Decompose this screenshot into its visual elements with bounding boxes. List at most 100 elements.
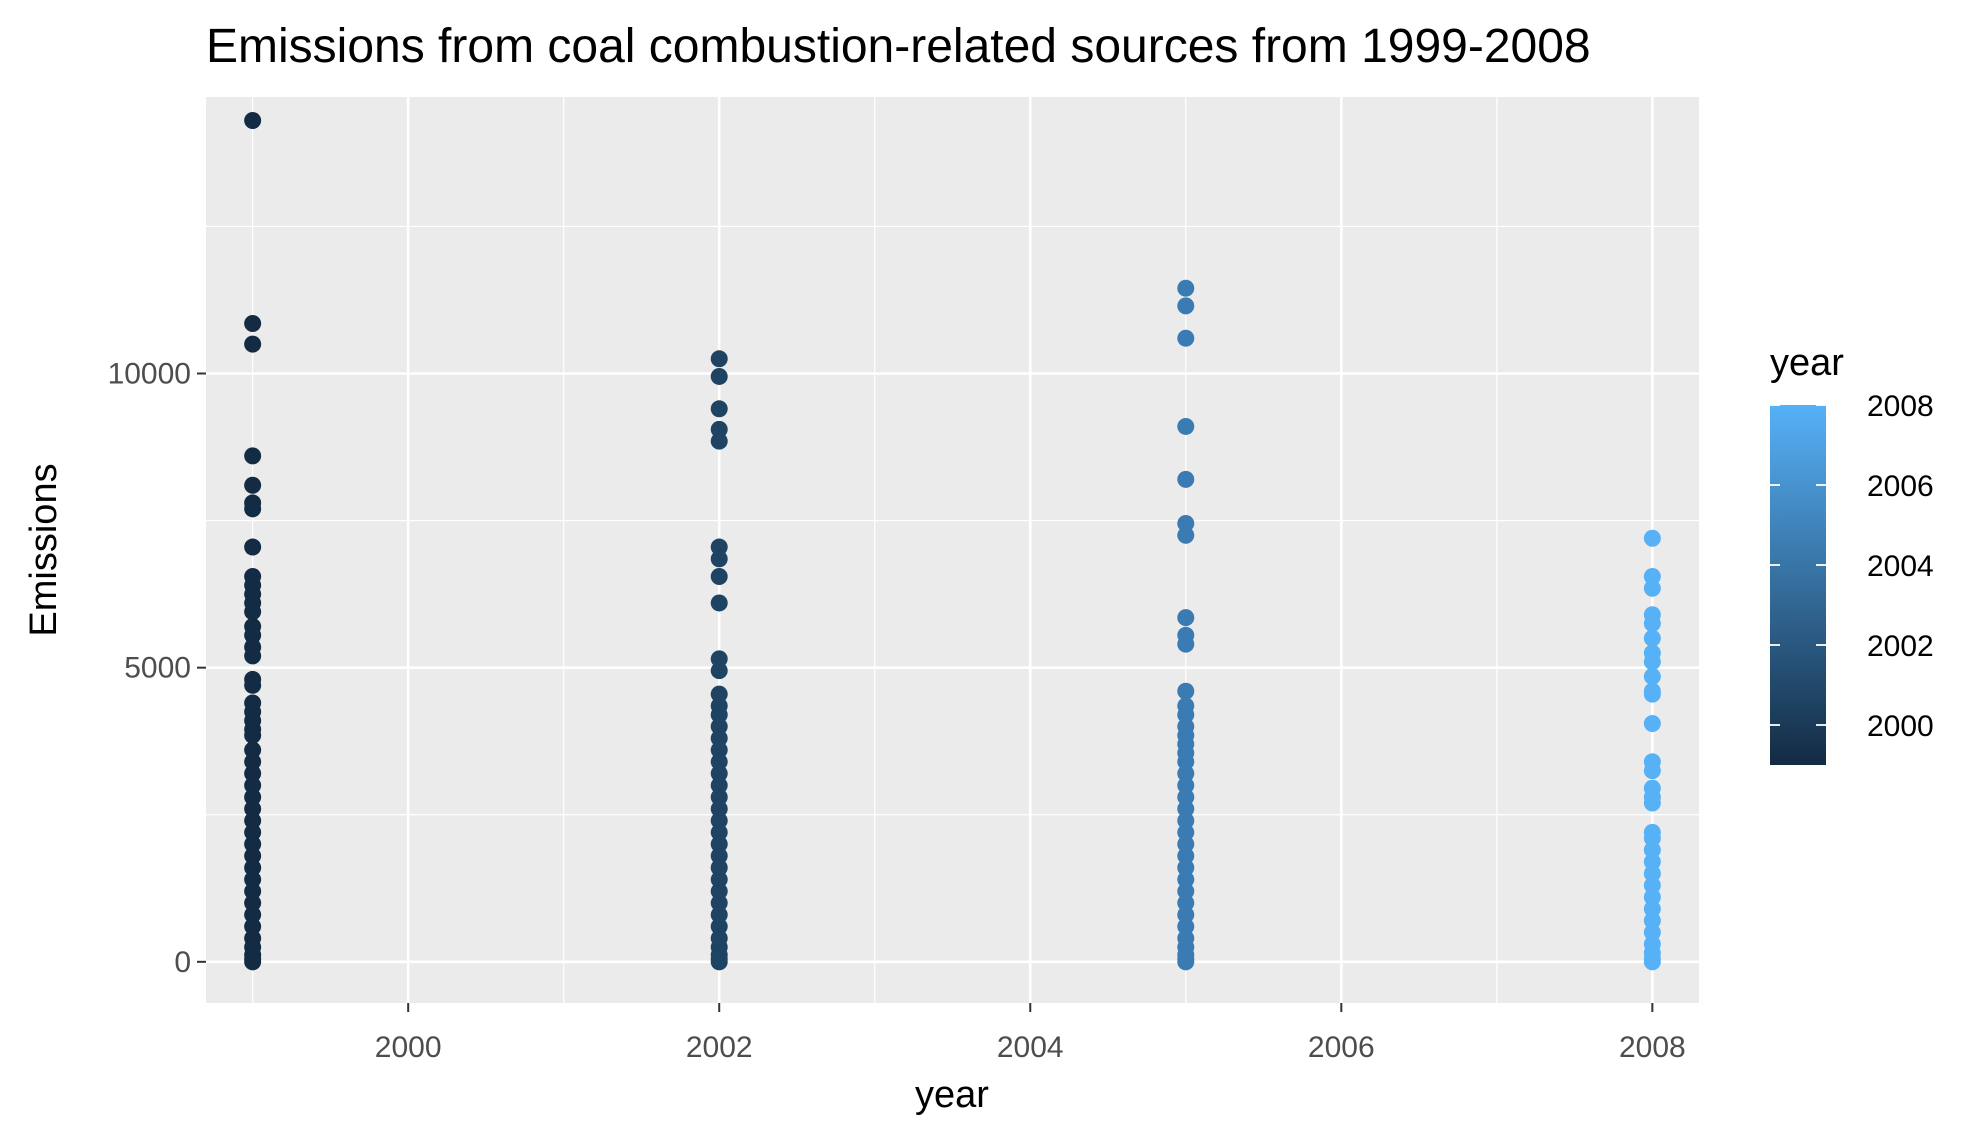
data-point [710, 538, 728, 556]
data-point [1177, 609, 1195, 627]
data-point [710, 812, 728, 830]
data-point [1177, 953, 1195, 971]
data-point [244, 603, 262, 621]
data-point [1643, 653, 1661, 671]
data-point [1643, 888, 1661, 906]
data-point [244, 447, 262, 465]
data-point [1177, 526, 1195, 544]
x-tick-label: 2002 [686, 1031, 753, 1064]
data-point [1643, 629, 1661, 647]
data-point [710, 859, 728, 877]
data-point [1643, 715, 1661, 733]
data-point [710, 918, 728, 936]
data-point [710, 550, 728, 568]
data-point [244, 500, 262, 518]
data-point [1177, 279, 1195, 297]
data-point [1177, 635, 1195, 653]
y-axis-ticks: 0 5000 10000 [108, 358, 206, 979]
data-point [710, 765, 728, 783]
data-point [1643, 529, 1661, 547]
data-point [710, 662, 728, 680]
data-point [710, 685, 728, 703]
data-point [710, 776, 728, 794]
data-point [244, 906, 262, 924]
data-point [1177, 776, 1195, 794]
data-point [1177, 882, 1195, 900]
data-point [710, 847, 728, 865]
x-axis-ticks: 2000 2002 2004 2006 2008 [375, 1003, 1686, 1064]
data-point [1643, 762, 1661, 780]
data-point [1643, 953, 1661, 971]
data-point [710, 567, 728, 585]
x-tick-label: 2000 [375, 1031, 442, 1064]
legend-tick-label: 2000 [1867, 710, 1934, 743]
data-point [1643, 685, 1661, 703]
y-tick-label: 0 [174, 946, 191, 979]
data-point [244, 847, 262, 865]
data-point [710, 717, 728, 735]
data-point [244, 626, 262, 644]
data-point [244, 765, 262, 783]
data-point [710, 800, 728, 818]
data-point [1643, 853, 1661, 871]
data-point [244, 476, 262, 494]
data-point [1643, 900, 1661, 918]
data-point [710, 432, 728, 450]
data-point [1177, 515, 1195, 533]
data-point [244, 835, 262, 853]
data-point [1643, 567, 1661, 585]
data-point [244, 859, 262, 877]
data-point [1643, 667, 1661, 685]
data-point [710, 894, 728, 912]
x-axis-title: year [915, 1074, 989, 1116]
legend-tick-label: 2002 [1867, 630, 1934, 663]
data-point [1177, 297, 1195, 315]
data-point [1177, 906, 1195, 924]
data-point [710, 870, 728, 888]
x-tick-label: 2004 [997, 1031, 1064, 1064]
legend-title: year [1770, 342, 1844, 384]
chart-title: Emissions from coal combustion-related s… [206, 20, 1591, 73]
legend-colorbar [1770, 405, 1826, 765]
data-point [710, 835, 728, 853]
data-point [1177, 329, 1195, 347]
data-point [1177, 470, 1195, 488]
data-point [244, 870, 262, 888]
data-point [1177, 765, 1195, 783]
data-point [244, 812, 262, 830]
data-point [1177, 835, 1195, 853]
data-point [710, 350, 728, 368]
data-point [1643, 865, 1661, 883]
data-point [1643, 615, 1661, 633]
legend-tick-label: 2006 [1867, 470, 1934, 503]
data-point [1177, 417, 1195, 435]
data-point [1177, 800, 1195, 818]
data-point [1177, 823, 1195, 841]
data-point [244, 776, 262, 794]
data-point [1177, 788, 1195, 806]
data-point [1643, 923, 1661, 941]
data-point [1643, 794, 1661, 812]
data-point [1643, 841, 1661, 859]
data-point [710, 788, 728, 806]
data-points [244, 112, 1661, 971]
legend-tick-label: 2008 [1867, 390, 1934, 423]
data-point [244, 538, 262, 556]
data-point [244, 800, 262, 818]
data-point [1177, 859, 1195, 877]
data-point [244, 823, 262, 841]
x-tick-label: 2006 [1308, 1031, 1375, 1064]
data-point [1177, 894, 1195, 912]
data-point [710, 882, 728, 900]
data-point [710, 706, 728, 724]
data-point [710, 729, 728, 747]
data-point [1177, 812, 1195, 830]
data-point [710, 753, 728, 771]
data-point [1643, 876, 1661, 894]
data-point [710, 420, 728, 438]
data-point [710, 650, 728, 668]
legend-tick-label: 2004 [1867, 550, 1934, 583]
data-point [1643, 829, 1661, 847]
data-point [244, 676, 262, 694]
